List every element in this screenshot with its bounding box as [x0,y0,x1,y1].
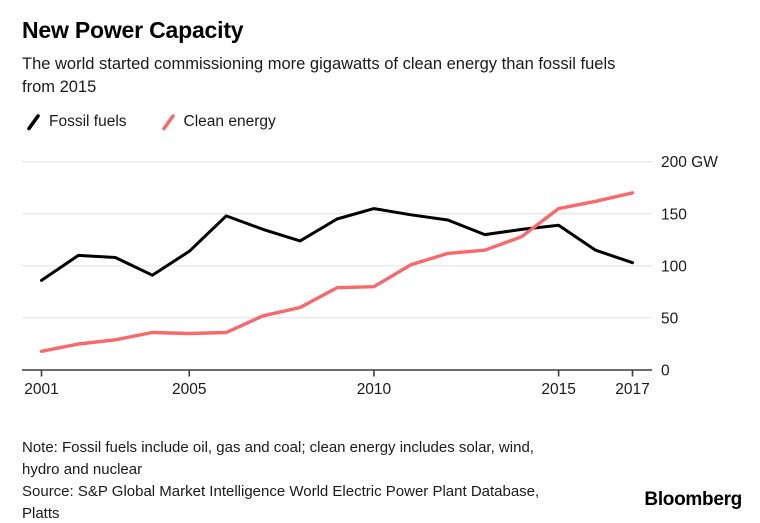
legend-label-clean-energy: Clean energy [183,112,276,130]
fossil-fuels-swatch-line [27,113,40,130]
chart-title: New Power Capacity [22,17,244,43]
clean-energy-swatch-icon [161,113,175,130]
chart-source: Source: S&P Global Market Intelligence W… [22,481,740,523]
y-tick-label-100: 100 [661,258,687,275]
y-tick-label-0: 0 [661,363,670,380]
series-line-clean-energy [39,191,635,354]
x-tick-label-2005: 2005 [172,381,206,398]
x-tick-label-2010: 2010 [357,381,392,398]
bloomberg-logo: Bloomberg [644,489,742,510]
chart-subtitle-line-1: The world started commissioning more gig… [22,55,616,73]
line-chart: 0 50 100 150 200 GW 2001 2005 2010 2015 2017 [22,154,718,398]
legend-item-clean-energy: Clean energy [161,113,276,131]
fossil-fuels-swatch-icon [27,113,40,130]
chart-source-line-2: Platts [22,505,60,522]
x-tick-label-2017: 2017 [615,381,649,398]
y-tick-label-150: 150 [661,206,687,223]
y-tick-label-50: 50 [661,310,679,327]
y-tick-label-200: 200 GW [661,154,718,171]
chart-subtitle: The world started commissioning more gig… [22,53,740,99]
clean-energy-swatch-line [161,113,175,130]
chart-note-line-1: Note: Fossil fuels include oil, gas and … [22,439,534,456]
chart-source-line-1: Source: S&P Global Market Intelligence W… [22,483,540,500]
chart-note-line-2: hydro and nuclear [22,461,143,478]
chart-legend: Fossil fuels Clean energy [26,112,760,131]
chart-subtitle-line-2: from 2015 [22,78,97,96]
legend-item-fossil-fuels: Fossil fuels [26,113,127,131]
x-tick-label-2015: 2015 [541,381,575,398]
x-tick-label-2001: 2001 [24,381,58,398]
chart-note: Note: Fossil fuels include oil, gas and … [22,437,740,481]
legend-label-fossil-fuels: Fossil fuels [49,112,127,130]
